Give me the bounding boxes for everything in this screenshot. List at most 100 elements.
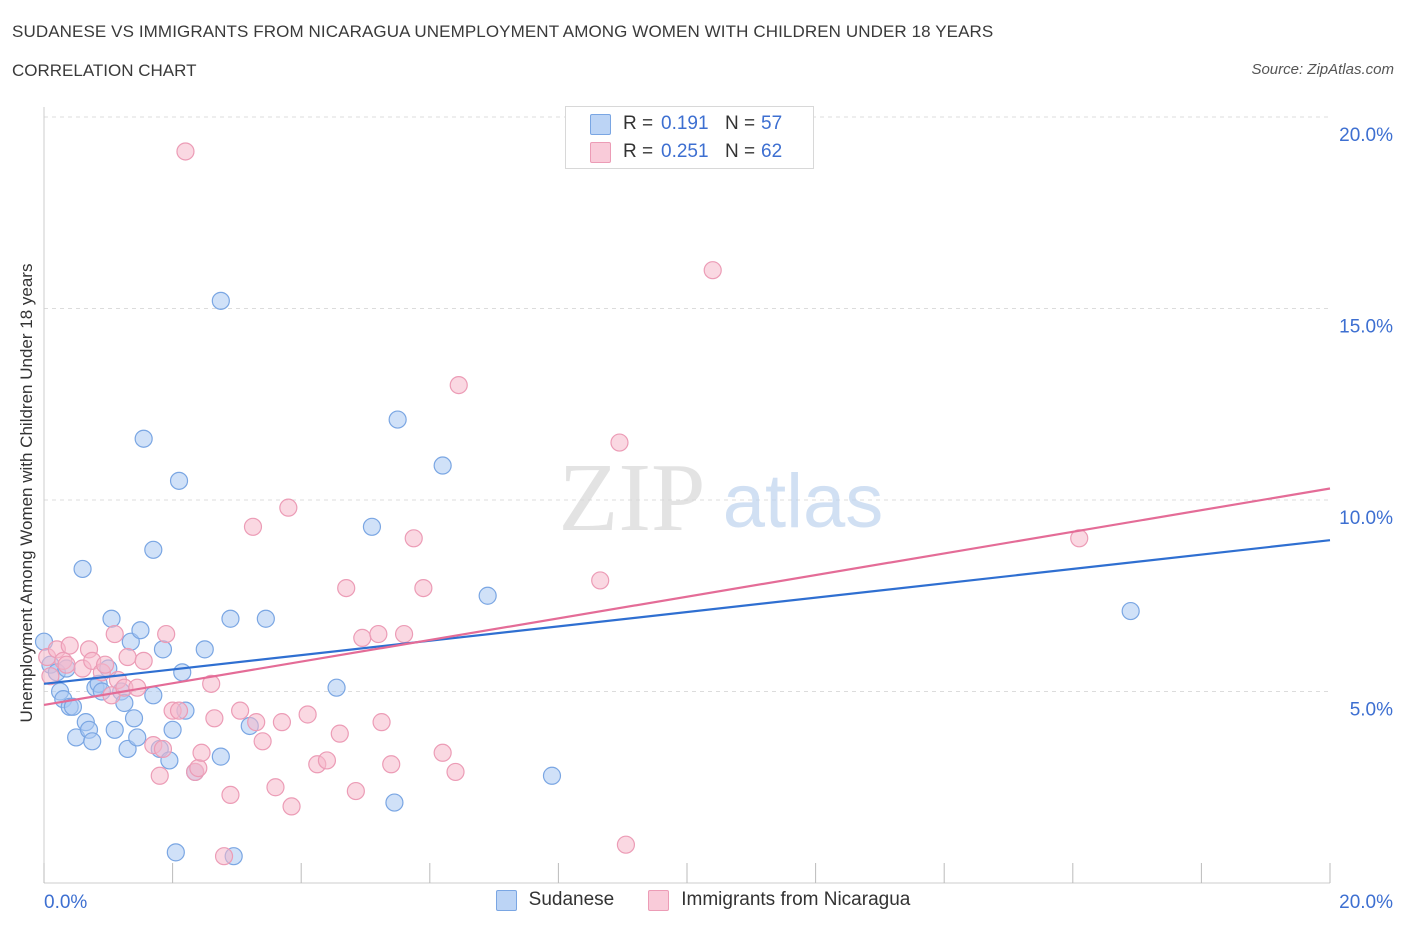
- legend-row-nicaragua: R = 0.251 N = 62: [590, 139, 782, 165]
- point-nicaragua: [382, 755, 401, 774]
- point-sudanese: [134, 429, 153, 448]
- point-nicaragua: [243, 517, 263, 536]
- point-sudanese: [1121, 601, 1140, 621]
- point-sudanese: [327, 678, 346, 697]
- point-nicaragua: [610, 433, 629, 452]
- point-nicaragua: [414, 578, 433, 598]
- chart-title: SUDANESE VS IMMIGRANTS FROM NICARAGUA UN…: [12, 22, 994, 41]
- point-sudanese: [195, 640, 214, 659]
- point-sudanese: [83, 732, 102, 751]
- legend-swatch-nicaragua: [590, 141, 611, 163]
- point-sudanese: [131, 621, 150, 640]
- point-nicaragua: [157, 624, 176, 644]
- legend-row-sudanese: R = 0.191 N = 57: [590, 111, 782, 137]
- point-nicaragua: [266, 778, 285, 797]
- trend-lines: [43, 487, 1331, 706]
- y-tick-label: 5.0%: [1350, 700, 1393, 721]
- point-nicaragua: [57, 655, 76, 674]
- point-nicaragua: [298, 705, 317, 724]
- point-nicaragua: [105, 624, 124, 644]
- legend-n-label: N =: [725, 113, 756, 134]
- point-nicaragua: [189, 758, 208, 778]
- point-sudanese: [211, 291, 230, 310]
- point-sudanese: [144, 686, 163, 705]
- point-nicaragua: [446, 762, 465, 782]
- point-sudanese: [166, 843, 185, 862]
- axes: [43, 107, 1331, 884]
- point-nicaragua: [404, 529, 423, 548]
- point-nicaragua: [118, 647, 137, 667]
- point-sudanese: [73, 559, 92, 579]
- legend-n-label: N =: [725, 141, 756, 162]
- point-sudanese: [173, 663, 192, 682]
- point-nicaragua: [372, 713, 391, 732]
- y-tick-label: 10.0%: [1339, 508, 1393, 529]
- legend-swatch-sudanese: [590, 113, 611, 135]
- point-nicaragua: [346, 781, 365, 801]
- point-sudanese: [63, 697, 83, 716]
- point-nicaragua: [153, 739, 173, 759]
- point-sudanese: [169, 471, 189, 490]
- legend-r-label: R =: [623, 113, 654, 134]
- series-legend: Sudanese Immigrants from Nicaragua: [0, 889, 1406, 911]
- point-sudanese: [221, 609, 240, 628]
- point-sudanese: [385, 793, 404, 812]
- stats-legend: R = 0.191 N = 57 R = 0.251 N = 62: [565, 106, 814, 169]
- point-nicaragua: [247, 713, 266, 732]
- point-nicaragua: [214, 847, 234, 866]
- trend-line-nicaragua: [43, 487, 1331, 706]
- point-nicaragua: [221, 785, 240, 805]
- point-nicaragua: [433, 743, 452, 762]
- legend-n-value: 57: [761, 113, 783, 134]
- point-sudanese: [105, 720, 124, 739]
- point-nicaragua: [703, 261, 722, 280]
- point-nicaragua: [134, 651, 153, 670]
- point-nicaragua: [449, 376, 468, 395]
- legend-item-sudanese[interactable]: Sudanese: [495, 889, 615, 911]
- point-nicaragua: [337, 578, 356, 598]
- watermark-atlas: atlas: [723, 459, 884, 544]
- chart-subtitle: CORRELATION CHART: [12, 61, 197, 80]
- point-sudanese: [478, 586, 497, 605]
- point-nicaragua: [591, 571, 610, 590]
- point-sudanese: [163, 720, 182, 739]
- legend-label-nicaragua: Immigrants from Nicaragua: [681, 889, 911, 910]
- point-nicaragua: [205, 709, 224, 728]
- watermark: ZIP atlas: [559, 444, 884, 552]
- legend-r-label: R =: [623, 141, 654, 162]
- point-nicaragua: [369, 624, 388, 644]
- y-tick-label: 20.0%: [1339, 125, 1393, 146]
- legend-item-nicaragua[interactable]: Immigrants from Nicaragua: [648, 889, 910, 911]
- point-nicaragua: [272, 713, 292, 732]
- point-sudanese: [256, 609, 275, 628]
- point-nicaragua: [150, 766, 169, 785]
- series-nicaragua: [38, 142, 1089, 866]
- point-nicaragua: [330, 724, 349, 743]
- point-sudanese: [153, 640, 173, 659]
- point-sudanese: [124, 709, 144, 728]
- point-nicaragua: [279, 498, 298, 517]
- point-sudanese: [128, 728, 147, 747]
- point-nicaragua: [169, 701, 189, 720]
- series-sudanese: [34, 291, 1140, 866]
- point-sudanese: [211, 747, 230, 766]
- legend-swatch-sudanese: [495, 889, 517, 911]
- source-label: Source: ZipAtlas.com: [1251, 61, 1394, 78]
- point-nicaragua: [353, 628, 372, 647]
- point-sudanese: [102, 609, 121, 628]
- point-sudanese: [433, 456, 452, 475]
- y-tick-label: 15.0%: [1339, 317, 1393, 338]
- point-sudanese: [542, 766, 562, 785]
- point-nicaragua: [616, 835, 636, 854]
- point-nicaragua: [41, 667, 60, 686]
- y-axis-label: Unemployment Among Women with Children U…: [17, 263, 36, 723]
- point-nicaragua: [394, 624, 414, 644]
- legend-r-value: 0.251: [661, 141, 709, 162]
- point-nicaragua: [60, 636, 79, 655]
- point-nicaragua: [202, 674, 221, 693]
- legend-label-sudanese: Sudanese: [528, 889, 615, 910]
- point-nicaragua: [317, 751, 337, 770]
- watermark-zip: ZIP: [559, 444, 706, 552]
- point-nicaragua: [192, 743, 211, 762]
